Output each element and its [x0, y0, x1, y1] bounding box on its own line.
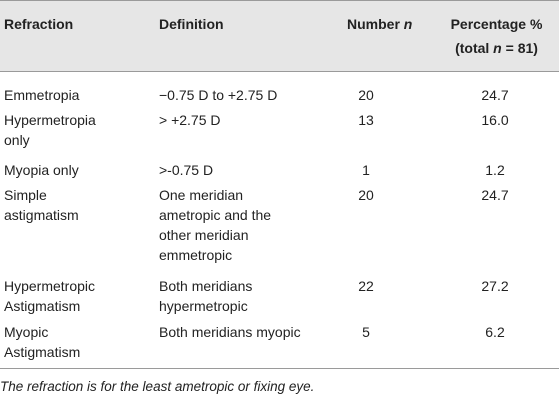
cell-refraction: Astigmatism — [4, 298, 81, 314]
header-percentage-italic: n — [493, 40, 502, 56]
cell-number: 22 — [358, 278, 374, 294]
cell-number: 5 — [362, 324, 370, 340]
cell-refraction: Simple — [4, 187, 47, 203]
cell-number: 1 — [362, 162, 370, 178]
cell-refraction: only — [4, 132, 30, 148]
cell-percentage: 1.2 — [485, 162, 505, 178]
cell-number: 13 — [358, 112, 374, 128]
header-number-italic: n — [403, 16, 413, 32]
table-footnote: The refraction is for the least ametropi… — [0, 379, 315, 394]
cell-definition: >-0.75 D — [159, 162, 214, 178]
cell-definition: emmetropic — [159, 247, 233, 263]
header-number-text: Number — [347, 16, 400, 32]
cell-refraction: Emmetropia — [4, 87, 80, 103]
cell-number: 20 — [358, 87, 374, 103]
cell-refraction: Hypermetropia — [4, 112, 96, 128]
cell-refraction: Myopic — [4, 324, 49, 340]
header-refraction: Refraction — [4, 16, 74, 32]
header-number: Number n — [347, 15, 412, 35]
cell-refraction: Myopia only — [4, 162, 79, 178]
cell-refraction: Astigmatism — [4, 344, 81, 360]
table-bottom-rule — [0, 368, 559, 369]
cell-definition: hypermetropic — [159, 298, 248, 314]
cell-definition: −0.75 D to +2.75 D — [159, 87, 278, 103]
cell-percentage: 6.2 — [485, 324, 505, 340]
cell-number: 20 — [358, 187, 374, 203]
cell-definition: other meridian — [159, 227, 249, 243]
cell-definition: One meridian — [159, 187, 244, 203]
cell-percentage: 16.0 — [481, 112, 509, 128]
cell-definition: ametropic and the — [159, 207, 272, 223]
cell-percentage: 24.7 — [481, 87, 509, 103]
header-definition: Definition — [159, 16, 224, 32]
cell-percentage: 27.2 — [481, 278, 509, 294]
header-percentage-line2: (total n = 81) — [430, 39, 559, 59]
header-percentage-pre: (total — [455, 40, 494, 56]
header-percentage-line1: Percentage % — [450, 16, 543, 32]
cell-definition: Both meridians myopic — [159, 324, 301, 340]
header-percentage-post: = 81) — [501, 40, 538, 56]
cell-refraction: Hypermetropic — [4, 278, 96, 294]
cell-percentage: 24.7 — [481, 187, 509, 203]
cell-definition: Both meridians — [159, 278, 253, 294]
table-header — [0, 0, 559, 72]
cell-definition: > +2.75 D — [159, 112, 221, 128]
cell-refraction: astigmatism — [4, 207, 79, 223]
